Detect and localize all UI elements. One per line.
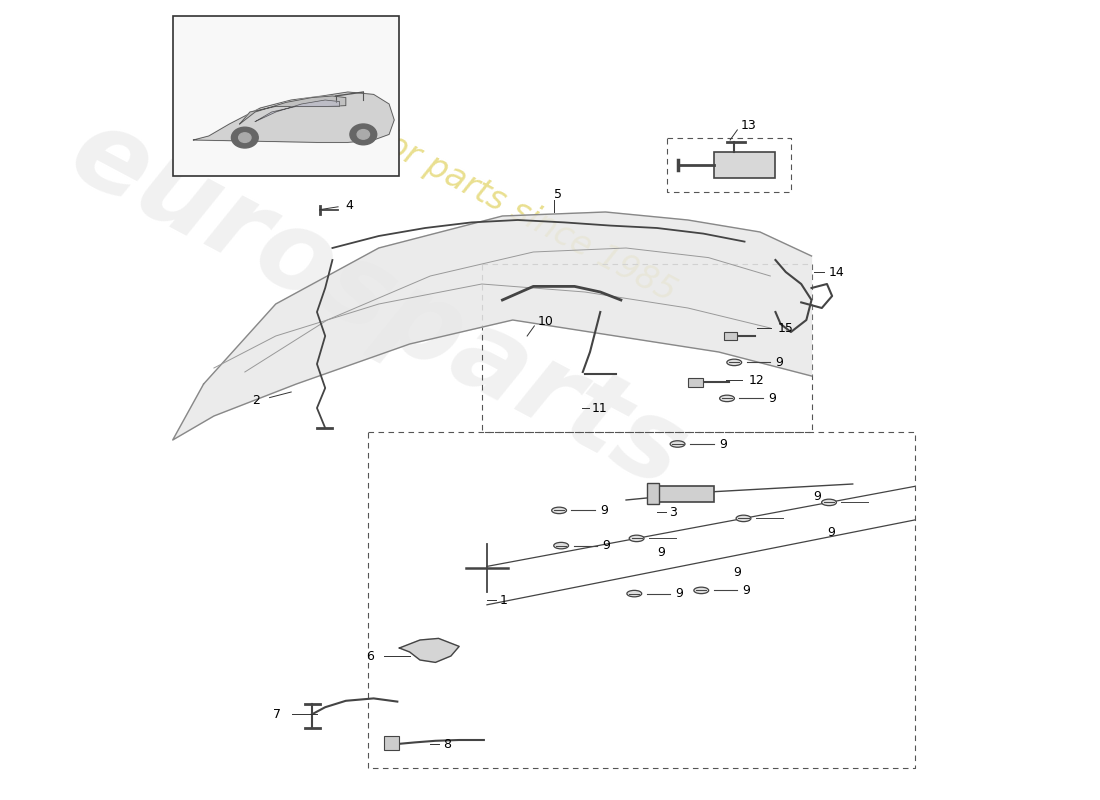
Ellipse shape <box>629 535 644 542</box>
Text: 9: 9 <box>734 566 741 578</box>
Ellipse shape <box>627 590 641 597</box>
Text: 6: 6 <box>365 650 374 662</box>
Text: 9: 9 <box>718 438 727 450</box>
Text: 15: 15 <box>778 322 793 334</box>
Text: 3: 3 <box>669 506 678 518</box>
Text: 9: 9 <box>742 584 750 597</box>
Ellipse shape <box>694 587 708 594</box>
Polygon shape <box>255 100 340 122</box>
Circle shape <box>350 124 376 145</box>
Ellipse shape <box>727 359 741 366</box>
Bar <box>173 16 399 176</box>
Text: 7: 7 <box>273 708 280 721</box>
Ellipse shape <box>553 542 569 549</box>
Text: 11: 11 <box>592 402 608 414</box>
Text: 13: 13 <box>740 119 756 132</box>
Text: a passion for parts since 1985: a passion for parts since 1985 <box>221 43 681 309</box>
Text: 12: 12 <box>749 374 764 386</box>
Bar <box>647 483 659 504</box>
Text: 9: 9 <box>601 504 608 517</box>
Text: eurosparts: eurosparts <box>53 97 704 511</box>
Text: 9: 9 <box>603 539 611 552</box>
Bar <box>714 152 775 178</box>
Bar <box>657 486 714 502</box>
Ellipse shape <box>552 507 567 514</box>
Polygon shape <box>173 212 812 440</box>
Ellipse shape <box>719 395 735 402</box>
Text: 9: 9 <box>776 356 783 369</box>
Text: 1: 1 <box>499 594 507 606</box>
Bar <box>384 736 399 750</box>
Ellipse shape <box>670 441 685 447</box>
Circle shape <box>239 133 251 142</box>
Text: 5: 5 <box>554 188 562 201</box>
Text: 10: 10 <box>538 315 553 328</box>
Text: 4: 4 <box>345 199 354 212</box>
Text: 9: 9 <box>675 587 683 600</box>
Text: 9: 9 <box>814 490 822 502</box>
Text: 8: 8 <box>442 738 451 750</box>
Bar <box>688 378 703 387</box>
Text: 14: 14 <box>829 266 845 278</box>
Bar <box>724 332 737 340</box>
Text: 9: 9 <box>657 546 664 558</box>
Ellipse shape <box>736 515 751 522</box>
Text: 2: 2 <box>252 394 261 406</box>
Circle shape <box>231 127 258 148</box>
Ellipse shape <box>822 499 836 506</box>
Polygon shape <box>399 638 459 662</box>
Text: 9: 9 <box>768 392 777 405</box>
Polygon shape <box>194 92 394 142</box>
Text: 9: 9 <box>827 526 835 538</box>
Circle shape <box>358 130 370 139</box>
Polygon shape <box>240 96 345 124</box>
